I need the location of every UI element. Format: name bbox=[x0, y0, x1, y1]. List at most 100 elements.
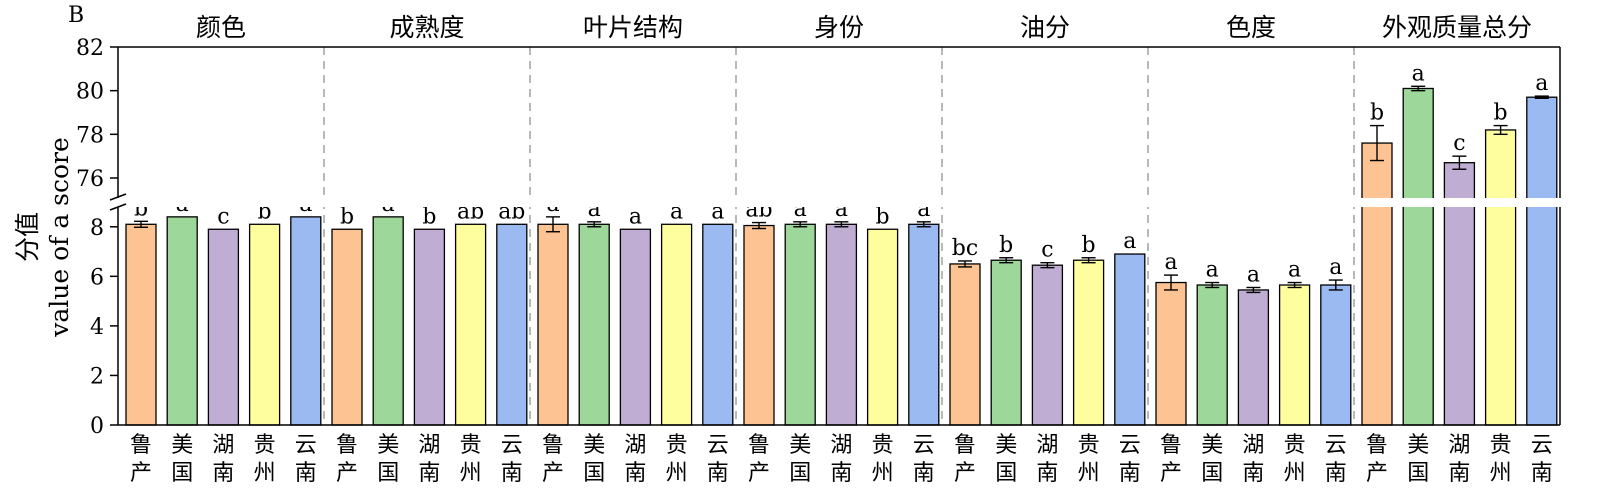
group-title: 成熟度 bbox=[389, 13, 464, 42]
significance-letter: b bbox=[340, 204, 354, 229]
bar bbox=[1114, 253, 1146, 426]
significance-letter: b bbox=[1494, 101, 1508, 126]
bar bbox=[1361, 142, 1393, 426]
y-tick-label: 78 bbox=[76, 123, 104, 148]
bar bbox=[1320, 284, 1352, 426]
error-bar bbox=[1205, 281, 1220, 289]
significance-letter: b bbox=[876, 204, 890, 229]
category-label: 湖南 bbox=[624, 433, 646, 486]
bar bbox=[248, 223, 281, 426]
category-label: 美国 bbox=[789, 433, 811, 486]
error-bar bbox=[1328, 279, 1343, 291]
category-label: 贵州 bbox=[666, 433, 688, 486]
bar bbox=[1072, 259, 1105, 426]
category-label: 鲁产 bbox=[1160, 433, 1182, 486]
bar bbox=[331, 228, 363, 426]
error-bar bbox=[1040, 262, 1055, 269]
category-label: 美国 bbox=[1201, 433, 1223, 486]
bar bbox=[619, 228, 652, 426]
group-title: 身份 bbox=[814, 13, 864, 42]
category-label: 贵州 bbox=[1284, 433, 1306, 486]
y-tick-label: 0 bbox=[90, 414, 104, 439]
significance-letter: b bbox=[422, 204, 436, 229]
bar bbox=[1402, 87, 1434, 426]
category-label: 云南 bbox=[295, 433, 317, 486]
error-bar bbox=[999, 257, 1014, 264]
category-label: 湖南 bbox=[1242, 433, 1264, 486]
category-label: 贵州 bbox=[254, 433, 276, 486]
group-title: 颜色 bbox=[196, 13, 246, 42]
category-label: 湖南 bbox=[1448, 433, 1470, 486]
bar bbox=[372, 216, 404, 426]
error-bar bbox=[1246, 286, 1261, 294]
bar bbox=[908, 223, 940, 426]
error-bar bbox=[752, 221, 766, 230]
significance-letter: a bbox=[1164, 250, 1177, 275]
significance-letter: bc bbox=[952, 236, 978, 261]
y-axis-title-en: value of a score bbox=[45, 137, 74, 338]
y-tick-label: 80 bbox=[76, 80, 104, 105]
category-label: 贵州 bbox=[460, 433, 482, 486]
category-label: 鲁产 bbox=[1366, 433, 1388, 486]
bar bbox=[1196, 284, 1228, 426]
bar bbox=[413, 228, 446, 426]
y-tick-label: 8 bbox=[90, 216, 104, 241]
error-bar bbox=[587, 221, 602, 228]
bar bbox=[125, 223, 157, 426]
significance-letter: a bbox=[1412, 61, 1425, 86]
category-label: 云南 bbox=[501, 433, 523, 486]
bar bbox=[496, 223, 528, 426]
significance-letter: b bbox=[1370, 101, 1384, 126]
bar bbox=[1278, 284, 1311, 426]
y-tick-label: 82 bbox=[76, 36, 104, 61]
bar bbox=[537, 223, 569, 426]
category-label: 美国 bbox=[1407, 433, 1429, 486]
bar bbox=[454, 223, 487, 426]
bar bbox=[660, 223, 693, 426]
category-label: 云南 bbox=[1531, 433, 1553, 486]
bar bbox=[290, 216, 322, 426]
error-bar bbox=[834, 221, 849, 228]
bar bbox=[1155, 281, 1187, 426]
error-bar bbox=[1370, 124, 1384, 162]
group-title: 叶片结构 bbox=[583, 13, 683, 42]
group-title: 油分 bbox=[1020, 13, 1070, 42]
error-bar bbox=[1534, 95, 1549, 100]
error-bar bbox=[916, 221, 931, 228]
axis-break-band bbox=[106, 198, 1572, 207]
category-label: 鲁产 bbox=[542, 433, 564, 486]
category-label: 云南 bbox=[707, 433, 729, 486]
significance-letter: c bbox=[1041, 238, 1053, 263]
error-bar bbox=[1493, 124, 1508, 136]
category-label: 云南 bbox=[1119, 433, 1141, 486]
error-bar bbox=[1452, 155, 1467, 170]
bar bbox=[166, 216, 198, 426]
error-bar bbox=[1287, 281, 1302, 289]
bar bbox=[949, 263, 981, 426]
group-title: 色度 bbox=[1226, 13, 1276, 42]
category-label: 贵州 bbox=[1078, 433, 1100, 486]
significance-letter: a bbox=[1206, 258, 1219, 283]
category-label: 美国 bbox=[995, 433, 1017, 486]
category-label: 鲁产 bbox=[954, 433, 976, 486]
error-bar bbox=[1081, 257, 1096, 264]
significance-letter: a bbox=[1329, 255, 1342, 280]
y-axis-title-cn: 分值 bbox=[13, 212, 42, 262]
category-label: 美国 bbox=[377, 433, 399, 486]
significance-letter: a bbox=[1247, 262, 1260, 287]
error-bar bbox=[1164, 274, 1178, 291]
category-label: 湖南 bbox=[830, 433, 852, 486]
bar bbox=[207, 228, 240, 426]
bar bbox=[1031, 264, 1064, 426]
category-label: 美国 bbox=[583, 433, 605, 486]
category-label: 美国 bbox=[171, 433, 193, 486]
bar bbox=[990, 259, 1022, 426]
significance-letter: a bbox=[1288, 258, 1301, 283]
y-tick-label: 6 bbox=[90, 265, 104, 290]
y-tick-label: 4 bbox=[90, 315, 104, 340]
significance-letter: c bbox=[217, 204, 229, 229]
y-tick-label: 76 bbox=[76, 167, 104, 192]
category-label: 云南 bbox=[913, 433, 935, 486]
bar bbox=[702, 223, 734, 426]
